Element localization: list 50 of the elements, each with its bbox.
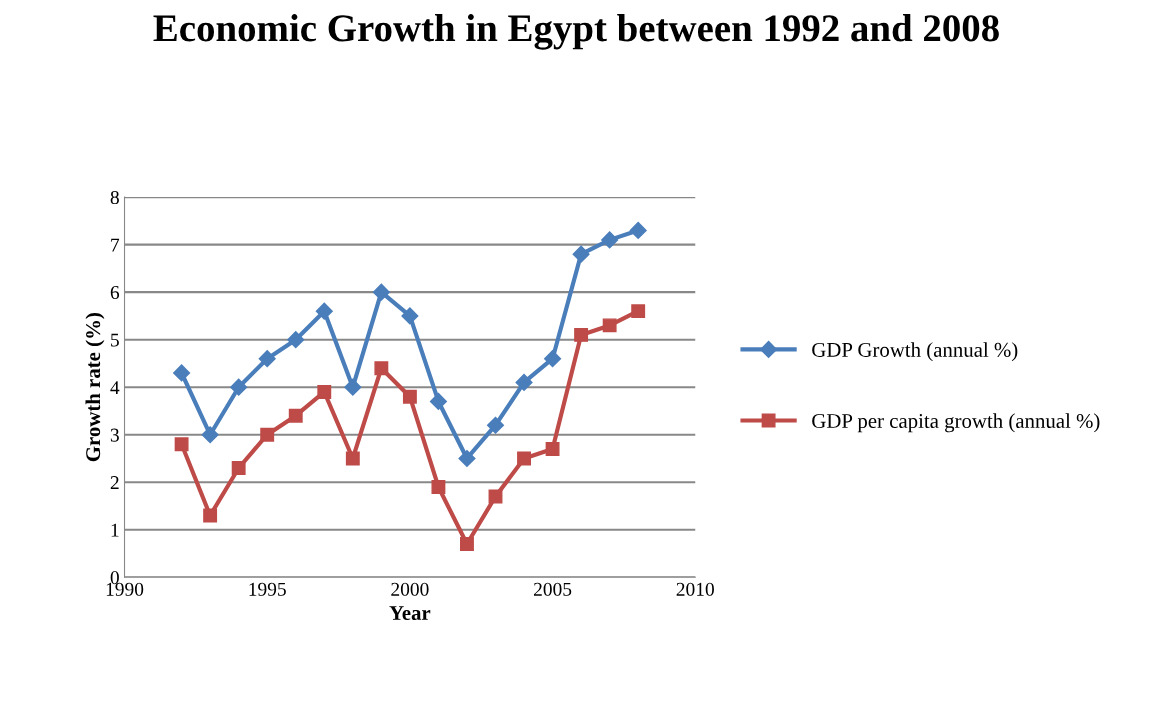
point (230, 378, 248, 396)
y-tick-label: 3 (110, 428, 119, 442)
point (317, 385, 332, 399)
point (401, 307, 419, 325)
point (201, 426, 219, 444)
point (374, 361, 389, 376)
point (287, 331, 305, 349)
point (431, 480, 446, 494)
y-axis-title: Growth rate (%) (85, 313, 105, 462)
point (631, 304, 646, 319)
point (344, 378, 362, 396)
point (173, 364, 191, 382)
x-tick-label: 2005 (533, 582, 572, 596)
point (574, 327, 589, 342)
point (602, 318, 617, 333)
point (458, 449, 476, 468)
point (288, 408, 303, 423)
point (345, 451, 360, 466)
point (258, 350, 276, 368)
point (515, 373, 533, 392)
point (260, 427, 275, 442)
y-tick-label: 4 (110, 381, 120, 394)
legend-label: GDP per capita growth (annual %) (812, 413, 1100, 433)
chart-title: Economic Growth in Egypt between 1992 and 2008 (153, 14, 999, 50)
point (486, 416, 505, 434)
point (601, 231, 619, 249)
x-tick-label: 1995 (249, 582, 286, 596)
point (203, 508, 218, 523)
y-tick-label: 1 (111, 523, 119, 537)
y-tick-label: 5 (111, 333, 119, 347)
point (402, 389, 417, 404)
point (629, 221, 647, 239)
point (372, 283, 390, 301)
point (572, 245, 590, 263)
point (544, 350, 562, 368)
y-tick-label: 2 (110, 476, 119, 489)
point (429, 392, 447, 411)
x-axis-title: Year (389, 606, 431, 620)
y-tick-label: 7 (111, 238, 120, 252)
y-tick-label: 6 (110, 286, 120, 300)
point (545, 442, 560, 456)
point (315, 302, 333, 320)
point (460, 537, 474, 551)
y-tick-label: 8 (110, 190, 119, 205)
point (174, 437, 189, 452)
legend-label: GDP Growth (annual %) (812, 342, 1018, 362)
point (517, 451, 531, 466)
point (231, 461, 246, 475)
x-tick-label: 2010 (676, 582, 714, 596)
x-tick-label: 2000 (391, 582, 429, 596)
